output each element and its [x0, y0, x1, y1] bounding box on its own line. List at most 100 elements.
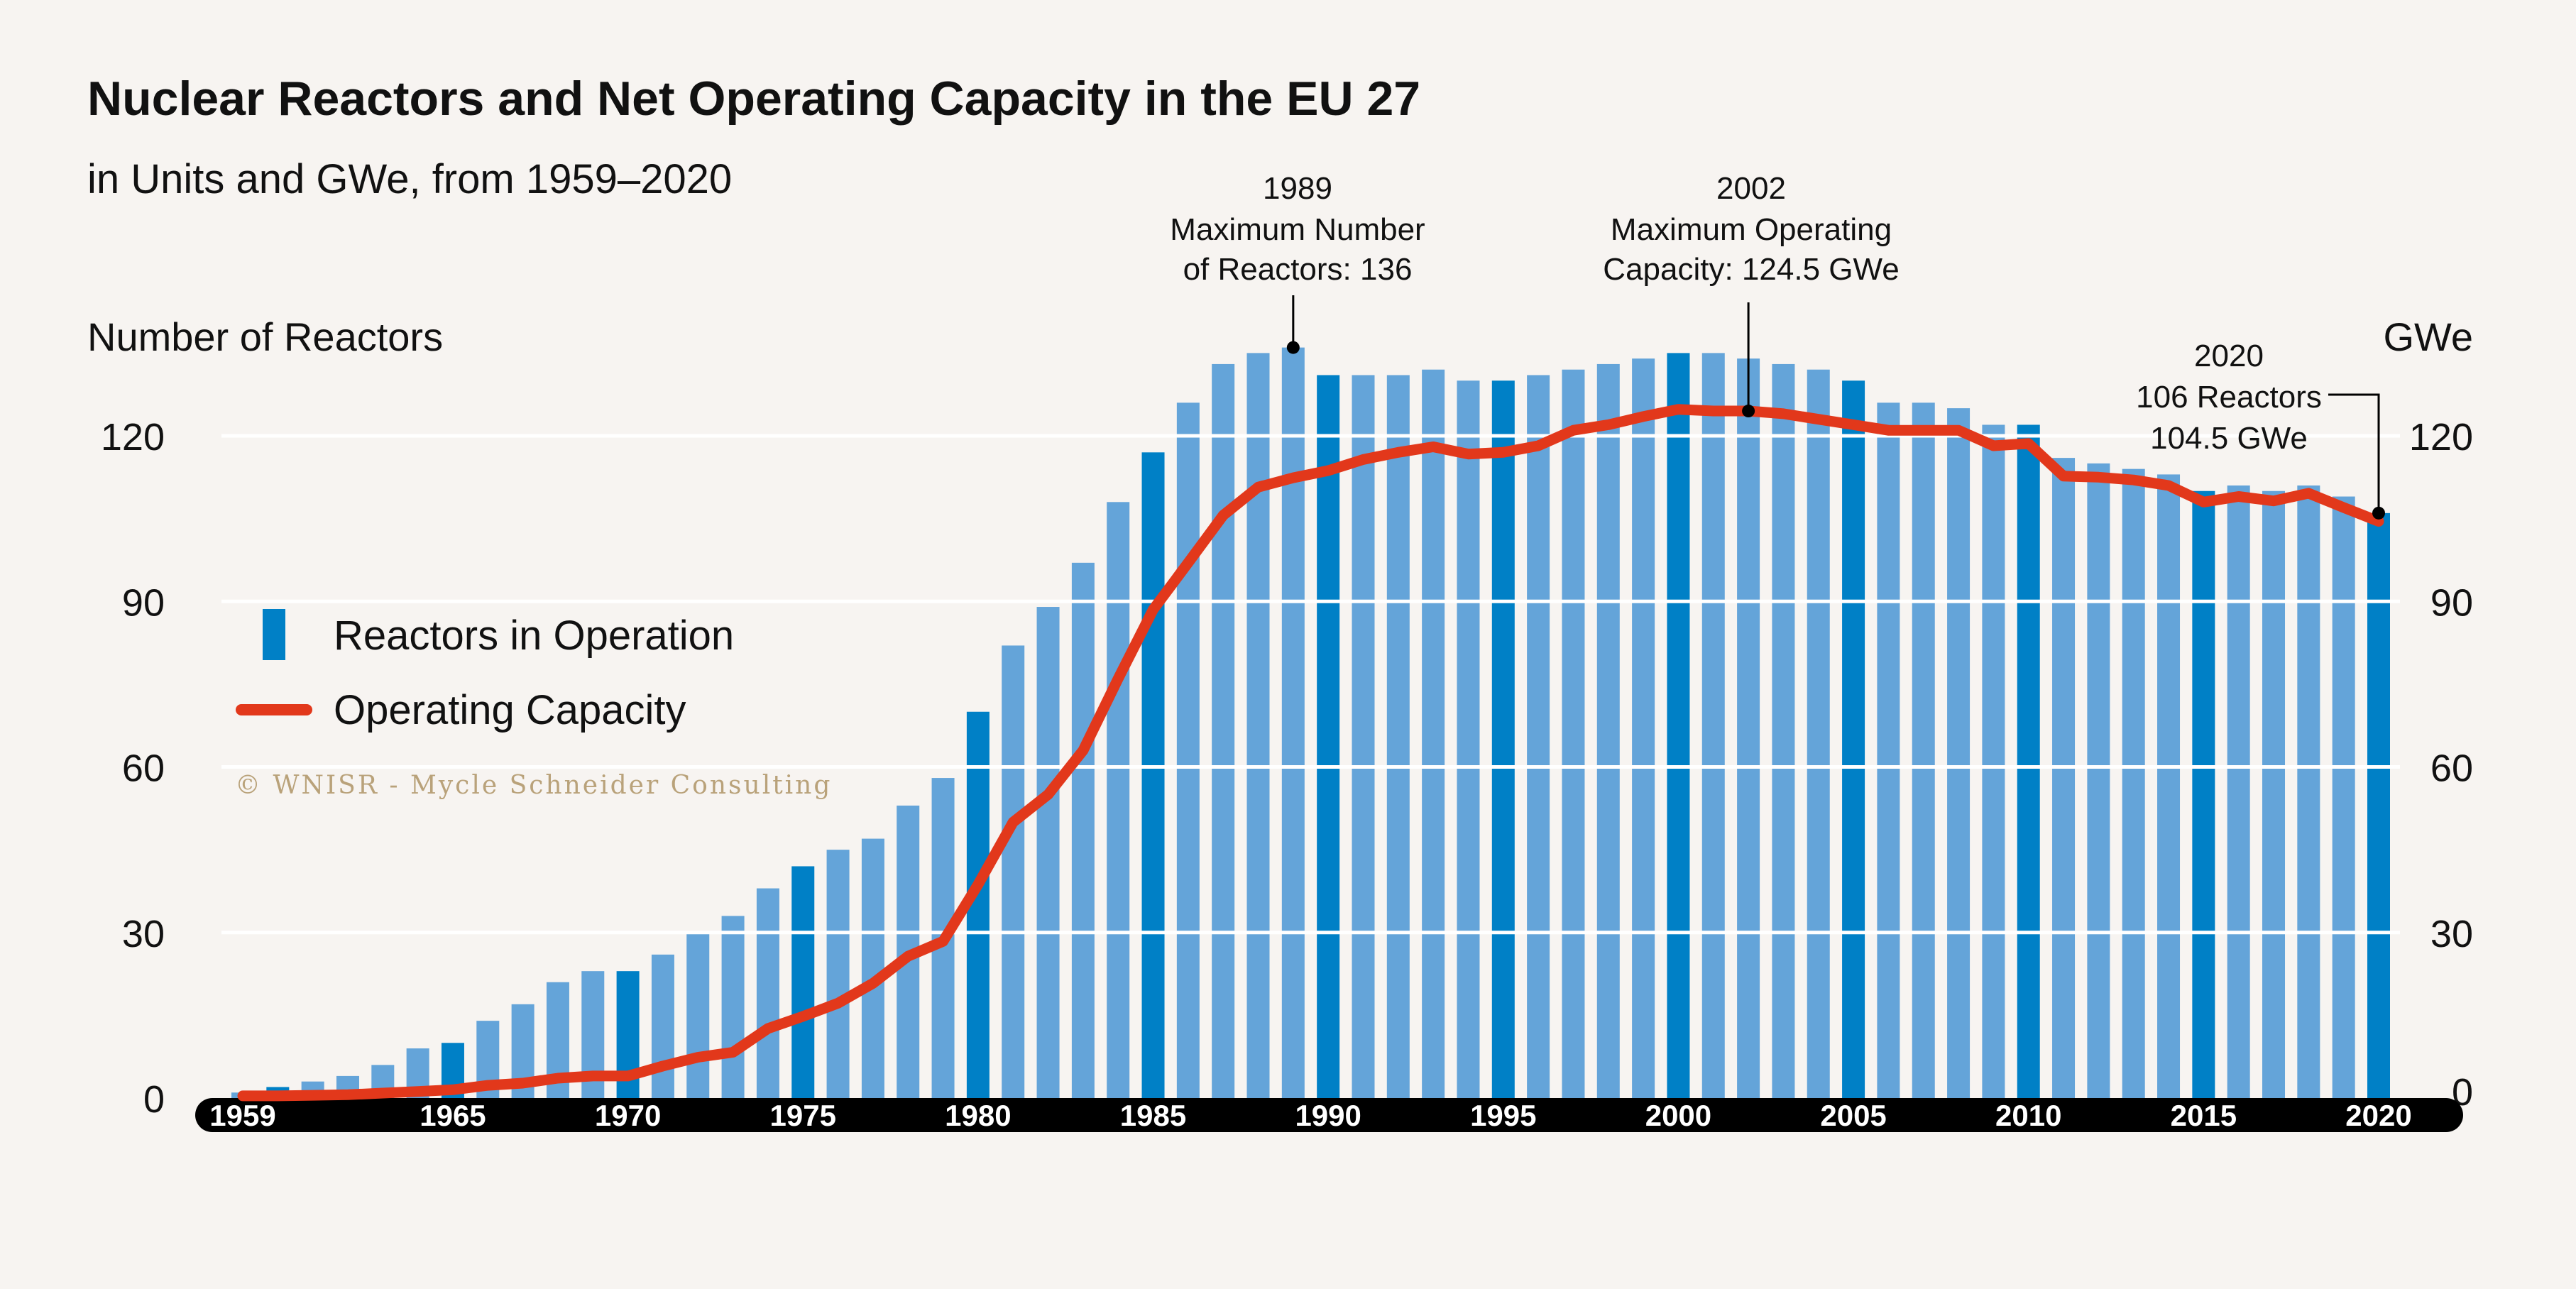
capacity-point-2014 [2167, 483, 2171, 487]
bar-1993 [1422, 369, 1445, 1099]
bar-1988 [1246, 353, 1270, 1098]
capacity-line-group [237, 404, 2384, 1102]
capacity-point-1962 [346, 1093, 349, 1097]
annotation-dot-2020 [2372, 506, 2385, 520]
capacity-point-2008 [1957, 429, 1961, 432]
x-axis: 1959 1965 1970 1975 1980 1985 1990 1995 2000 2005… [195, 1098, 2463, 1132]
capacity-point-2018 [2307, 491, 2311, 495]
capacity-point-1978 [906, 955, 910, 958]
capacity-point-2015 [2202, 500, 2205, 504]
capacity-point-1971 [661, 1064, 664, 1068]
x-tick-2020: 2020 [2345, 1099, 2411, 1132]
bar-1975 [791, 866, 815, 1098]
annotation-dot-2002 [1742, 405, 1755, 418]
annotation-2002-line-1: 2002 [1716, 171, 1786, 206]
bar-1983 [1071, 562, 1095, 1098]
capacity-point-1963 [381, 1092, 385, 1095]
bar-1986 [1176, 402, 1200, 1098]
bar-1991 [1352, 375, 1375, 1098]
capacity-point-1960 [276, 1094, 280, 1097]
capacity-point-2007 [1922, 429, 1925, 432]
capacity-point-1981 [1012, 821, 1015, 824]
capacity-point-2005 [1852, 423, 1856, 427]
capacity-point-1961 [311, 1094, 314, 1097]
legend-bar-swatch [263, 609, 285, 660]
y-tick-right-30: 30 [2430, 913, 2473, 955]
capacity-point-1966 [486, 1084, 490, 1087]
capacity-point-1993 [1432, 445, 1435, 449]
annotation-2002-line-3: Capacity: 124.5 GWe [1603, 252, 1899, 287]
capacity-point-2010 [2027, 441, 2030, 445]
y-tick-left-90: 90 [122, 581, 165, 624]
x-tick-2015: 2015 [2171, 1099, 2237, 1132]
capacity-point-1969 [591, 1074, 595, 1077]
capacity-point-2019 [2342, 506, 2345, 510]
y-tick-left-30: 30 [122, 913, 165, 955]
bar-1971 [651, 954, 674, 1098]
capacity-point-1976 [836, 1002, 840, 1005]
capacity-point-1973 [731, 1051, 735, 1054]
x-tick-1980: 1980 [945, 1099, 1011, 1132]
bar-2020 [2367, 512, 2390, 1098]
gridlines [221, 434, 2400, 935]
capacity-point-1991 [1361, 458, 1365, 461]
capacity-point-1998 [1606, 423, 1610, 427]
bar-1990 [1317, 375, 1340, 1098]
y-tick-left-0: 0 [143, 1078, 165, 1121]
capacity-point-1988 [1256, 486, 1260, 489]
capacity-point-2016 [2237, 495, 2240, 498]
capacity-point-1999 [1642, 415, 1645, 418]
capacity-point-1965 [451, 1088, 454, 1092]
bar-2010 [2017, 424, 2040, 1098]
capacity-point-1989 [1291, 476, 1295, 480]
bar-2005 [1842, 380, 1865, 1098]
bar-1973 [721, 916, 745, 1098]
capacity-point-1992 [1396, 451, 1400, 454]
capacity-point-1994 [1467, 452, 1470, 456]
x-tick-1985: 1985 [1120, 1099, 1186, 1132]
y-axis-label-right: GWe [2383, 314, 2473, 359]
x-tick-2005: 2005 [1820, 1099, 1886, 1132]
bar-2006 [1877, 402, 1900, 1098]
chart-title: Nuclear Reactors and Net Operating Capac… [87, 72, 1420, 126]
capacity-point-1972 [696, 1055, 700, 1059]
capacity-point-1980 [976, 883, 980, 887]
x-tick-1970: 1970 [595, 1099, 661, 1132]
capacity-point-2000 [1677, 407, 1680, 411]
y-tick-left-120: 120 [101, 416, 165, 459]
capacity-point-1968 [556, 1077, 559, 1080]
annotation-2002-line-2: Maximum Operating [1611, 212, 1892, 247]
annotation-1989-line-3: of Reactors: 136 [1183, 252, 1413, 287]
capacity-point-2009 [1992, 444, 1995, 447]
annotation-dot-1989 [1286, 341, 1300, 354]
chart-subtitle: in Units and GWe, from 1959–2020 [87, 156, 732, 202]
bar-2016 [2227, 485, 2250, 1098]
capacity-point-2013 [2132, 478, 2135, 482]
y-tick-right-120: 120 [2409, 416, 2473, 459]
legend: Reactors in Operation Operating Capacity… [235, 609, 830, 800]
bar-1981 [1002, 645, 1025, 1098]
x-tick-1975: 1975 [770, 1099, 836, 1132]
annotation-2020-line-2: 106 Reactors [2136, 380, 2322, 415]
capacity-point-1983 [1081, 749, 1085, 752]
capacity-point-2017 [2272, 499, 2276, 503]
leader-2020 [2328, 393, 2380, 513]
bar-1997 [1562, 369, 1585, 1099]
x-axis-band [195, 1098, 2463, 1132]
bar-2003 [1772, 363, 1795, 1098]
capacity-point-1977 [871, 982, 875, 985]
y-tick-right-90: 90 [2430, 581, 2473, 624]
capacity-point-1970 [626, 1074, 630, 1077]
bar-2009 [1982, 424, 2005, 1098]
bar-2014 [2157, 474, 2181, 1098]
bar-2000 [1667, 353, 1690, 1098]
capacity-point-1995 [1501, 451, 1505, 454]
bar-2015 [2192, 490, 2215, 1098]
y-tick-left-60: 60 [122, 747, 165, 790]
bars [231, 347, 2390, 1099]
capacity-point-1964 [416, 1090, 420, 1093]
annotation-2020-line-1: 2020 [2194, 339, 2264, 373]
capacity-point-2004 [1816, 417, 1820, 421]
